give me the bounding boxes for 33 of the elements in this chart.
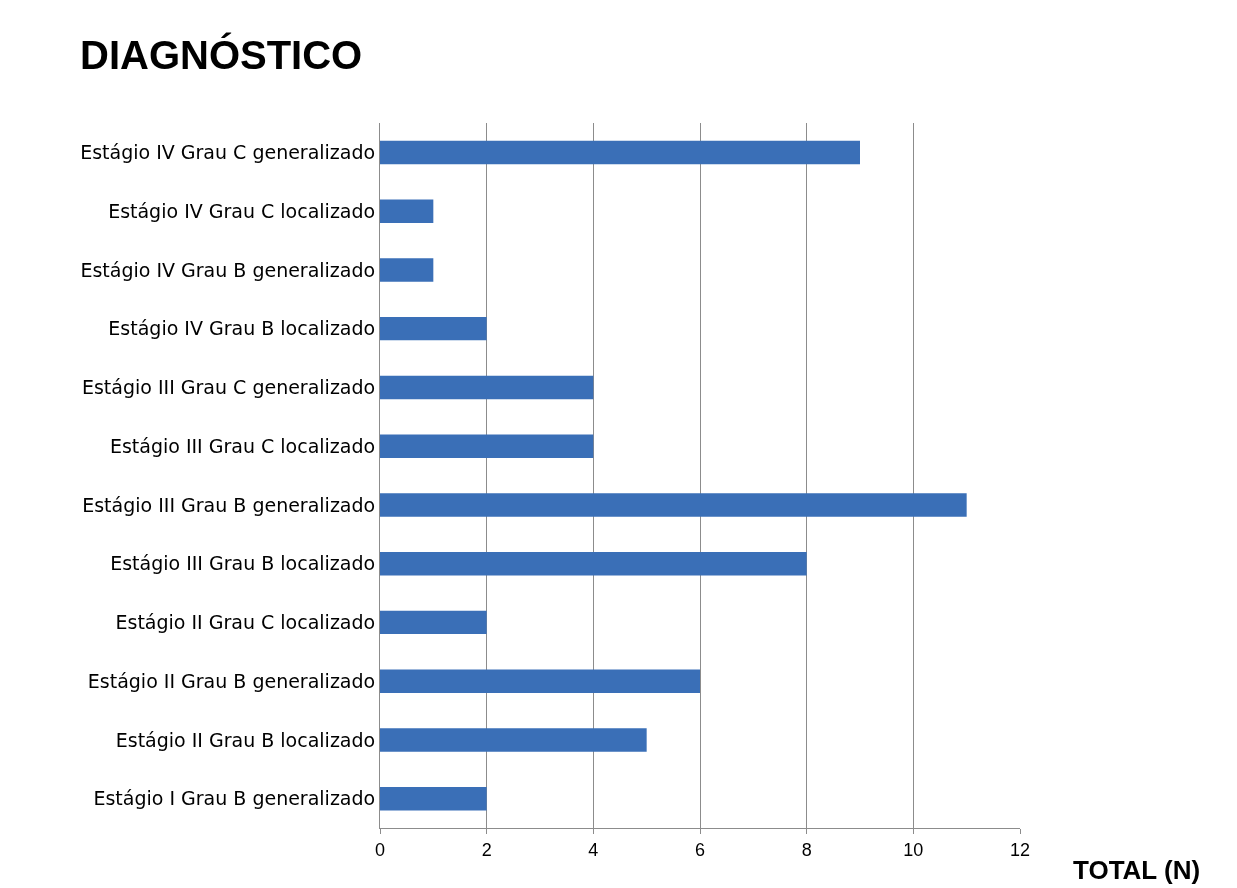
y-tick-label: Estágio III Grau C localizado <box>109 434 376 457</box>
y-tick-label: Estágio III Grau B localizado <box>110 552 376 575</box>
y-tick-label: Estágio II Grau C localizado <box>115 611 376 634</box>
x-tick-label: 8 <box>801 839 812 860</box>
chart-title: DIAGNÓSTICO <box>80 32 363 77</box>
bar <box>380 316 487 341</box>
bar <box>380 728 647 752</box>
bar <box>380 493 967 517</box>
x-axis-title: TOTAL (N) <box>1073 855 1201 885</box>
bar <box>380 199 434 223</box>
y-tick-label: Estágio IV Grau C generalizado <box>80 141 376 164</box>
y-tick-label: Estágio IV Grau B localizado <box>108 317 376 340</box>
y-tick-label: Estágio II Grau B localizado <box>115 728 376 751</box>
bar <box>380 669 700 693</box>
x-tick-label: 12 <box>1009 839 1031 860</box>
x-tick-label: 2 <box>481 839 492 860</box>
y-tick-label: Estágio IV Grau B generalizado <box>80 258 376 281</box>
x-tick-label: 10 <box>903 839 924 860</box>
x-tick-label: 4 <box>588 839 599 860</box>
y-tick-label: Estágio III Grau C generalizado <box>81 376 376 399</box>
bar <box>380 375 594 400</box>
y-tick-label: Estágio I Grau B generalizado <box>93 787 376 810</box>
y-tick-label: Estágio IV Grau C localizado <box>108 199 376 222</box>
bar <box>380 551 807 576</box>
bar <box>380 258 434 282</box>
bar <box>380 786 487 811</box>
x-tick-label: 6 <box>694 839 706 860</box>
bar <box>380 140 860 165</box>
y-tick-label: Estágio III Grau B generalizado <box>82 493 376 516</box>
y-tick-label: Estágio II Grau B generalizado <box>87 669 376 692</box>
bar <box>380 434 594 458</box>
bar <box>380 610 487 635</box>
x-tick-label: 0 <box>374 839 386 860</box>
